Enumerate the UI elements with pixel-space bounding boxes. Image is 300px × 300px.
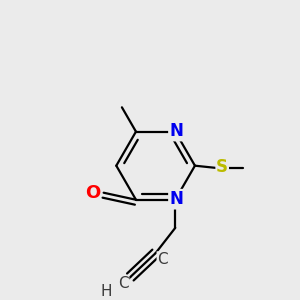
Text: O: O	[85, 184, 100, 202]
Text: C: C	[157, 252, 168, 267]
Text: S: S	[216, 158, 228, 176]
Text: C: C	[118, 276, 129, 291]
Text: N: N	[169, 122, 183, 140]
Text: H: H	[100, 284, 112, 298]
Text: N: N	[169, 190, 183, 208]
